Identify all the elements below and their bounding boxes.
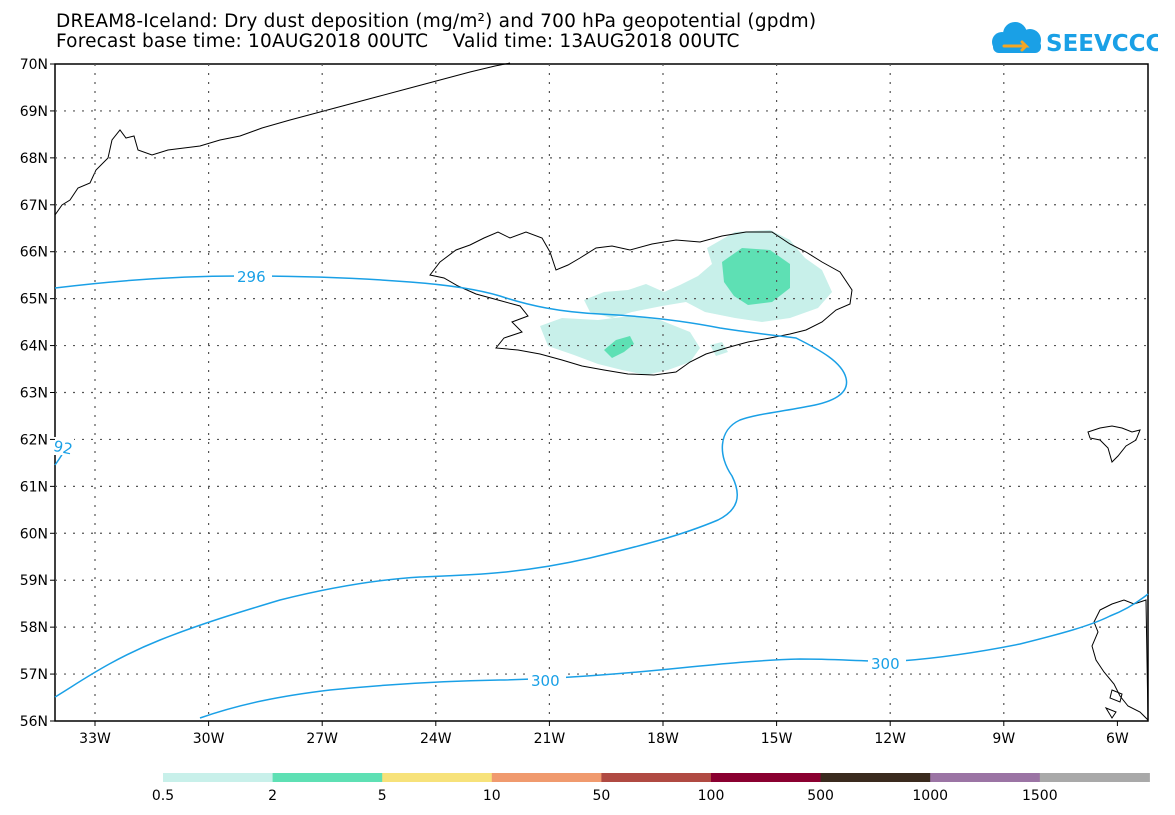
legend-value: 0.5: [152, 788, 174, 804]
legend-swatches: [163, 773, 1150, 782]
legend-swatch: [272, 773, 383, 782]
contour-labels: 296 92 300 300: [52, 267, 906, 690]
legend-value: 10: [483, 788, 501, 804]
dust-area-light-east: [710, 342, 728, 356]
legend-value: 1000: [912, 788, 948, 804]
legend-swatch: [601, 773, 712, 782]
legend-value: 2: [268, 788, 277, 804]
lat-label: 58N: [20, 620, 48, 636]
faroe-islands-coast: [1087, 425, 1141, 463]
lat-label: 60N: [20, 526, 48, 542]
legend-swatch: [163, 773, 274, 782]
dust-area-medium-ne: [722, 248, 790, 305]
lat-label: 70N: [20, 57, 48, 73]
lat-label: 66N: [20, 245, 48, 261]
latitude-labels: 56N 57N 58N 59N 60N 61N 62N 63N 64N 65N 66N 67N 68N 6…: [20, 57, 55, 730]
lat-label: 64N: [20, 339, 48, 355]
legend-value: 100: [698, 788, 725, 804]
contour-label-296: 296: [237, 268, 266, 286]
lat-label: 62N: [20, 432, 48, 448]
legend-swatch: [930, 773, 1041, 782]
legend-value: 500: [807, 788, 834, 804]
dust-deposition-shading: [540, 230, 832, 375]
lon-label: 6W: [1106, 731, 1129, 747]
lat-label: 61N: [20, 479, 48, 495]
contour-label-300-east: 300: [871, 655, 900, 673]
legend-swatch: [1039, 773, 1150, 782]
iceland-coast: [429, 231, 853, 376]
legend-value: 50: [592, 788, 610, 804]
lat-label: 67N: [20, 198, 48, 214]
seevccc-logo: SEEVCCC: [992, 22, 1158, 57]
lon-label: 9W: [992, 731, 1015, 747]
legend-swatch: [491, 773, 602, 782]
map-title-line2: Forecast base time: 10AUG2018 00UTC Vali…: [56, 31, 740, 52]
lat-label: 63N: [20, 386, 48, 402]
dust-area-medium-s: [604, 336, 634, 358]
legend-swatch: [820, 773, 931, 782]
lat-label: 65N: [20, 292, 48, 308]
map-title-line1: DREAM8-Iceland: Dry dust deposition (mg/…: [56, 11, 817, 32]
lon-label: 33W: [79, 731, 111, 747]
contour-296: [54, 275, 848, 698]
lat-label: 59N: [20, 573, 48, 589]
legend-value: 1500: [1022, 788, 1058, 804]
lat-label: 68N: [20, 151, 48, 167]
contour-label-300-west: 300: [531, 672, 560, 690]
cloud-icon: [992, 22, 1041, 53]
lat-label: 57N: [20, 667, 48, 683]
graticule: [55, 64, 1148, 721]
scotland-coast: [1091, 599, 1149, 722]
longitude-labels: 33W 30W 27W 24W 21W 18W 15W 12W 9W 6W: [79, 721, 1129, 747]
lon-label: 15W: [761, 731, 793, 747]
lat-label: 69N: [20, 104, 48, 120]
contour-300: [199, 593, 1149, 719]
lon-label: 27W: [306, 731, 338, 747]
lat-label: 56N: [20, 714, 48, 730]
logo-text: SEEVCCC: [1046, 31, 1158, 57]
lon-label: 12W: [874, 731, 906, 747]
lon-label: 24W: [420, 731, 452, 747]
lon-label: 30W: [193, 731, 225, 747]
legend-value: 5: [378, 788, 387, 804]
legend-labels: 0.5 2 5 10 50 100 500 1000 1500: [152, 788, 1058, 804]
lon-label: 18W: [647, 731, 679, 747]
coastlines: [54, 62, 1149, 722]
scotland-islands: [1104, 689, 1123, 719]
legend-swatch: [382, 773, 493, 782]
contour-label-292: 92: [52, 437, 74, 459]
greenland-coast: [54, 62, 511, 216]
legend-swatch: [711, 773, 822, 782]
lon-label: 21W: [534, 731, 566, 747]
